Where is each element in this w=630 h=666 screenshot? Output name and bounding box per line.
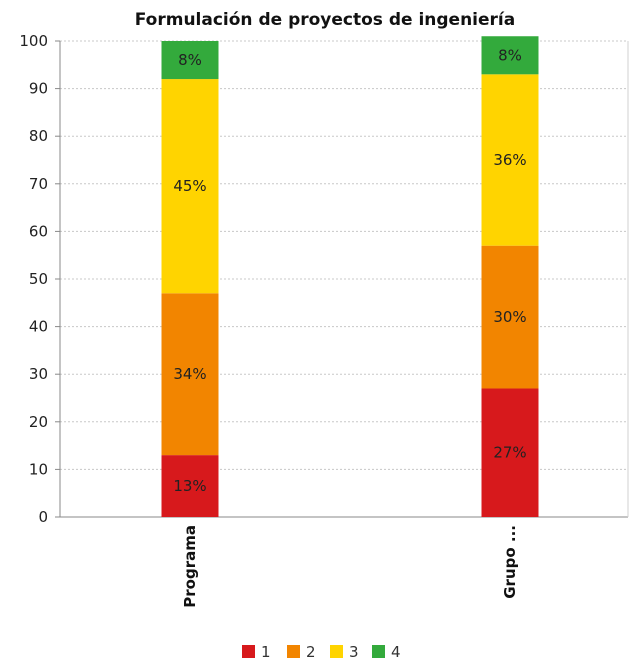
x-category-label: Grupo ... — [501, 525, 519, 599]
data-label: 8% — [178, 51, 202, 69]
legend-label: 2 — [306, 643, 316, 661]
y-tick-label: 30 — [29, 365, 48, 383]
y-tick-label: 100 — [19, 32, 48, 50]
y-tick-label: 0 — [38, 508, 48, 526]
chart-title: Formulación de proyectos de ingeniería — [135, 10, 515, 30]
data-label: 13% — [173, 477, 206, 495]
y-tick-label: 60 — [29, 222, 48, 240]
legend-label: 3 — [349, 643, 359, 661]
y-tick-label: 90 — [29, 80, 48, 98]
data-label: 45% — [173, 177, 206, 195]
data-label: 36% — [493, 151, 526, 169]
legend-swatch — [287, 645, 300, 658]
legend-swatch — [242, 645, 255, 658]
legend-swatch — [330, 645, 343, 658]
y-tick-label: 20 — [29, 413, 48, 431]
legend-label: 1 — [261, 643, 271, 661]
legend-label: 4 — [391, 643, 401, 661]
legend-swatch — [372, 645, 385, 658]
category-labels: Programa Grupo ... — [181, 525, 519, 608]
data-label: 34% — [173, 365, 206, 383]
y-tick-label: 50 — [29, 270, 48, 288]
y-tick-label: 80 — [29, 127, 48, 145]
data-label: 8% — [498, 46, 522, 64]
data-label: 30% — [493, 308, 526, 326]
x-category-label: Programa — [181, 525, 199, 608]
legend: 1 2 3 4 — [242, 643, 401, 661]
y-tick-labels: 0 10 20 30 40 50 60 70 80 90 100 — [19, 32, 48, 526]
y-tick-label: 40 — [29, 318, 48, 336]
y-tick-label: 70 — [29, 175, 48, 193]
gridlines — [60, 41, 628, 469]
data-label: 27% — [493, 444, 526, 462]
y-tick-label: 10 — [29, 460, 48, 478]
bars: 13% 34% 45% 8% 27% 30% 36% 8% — [162, 36, 539, 517]
